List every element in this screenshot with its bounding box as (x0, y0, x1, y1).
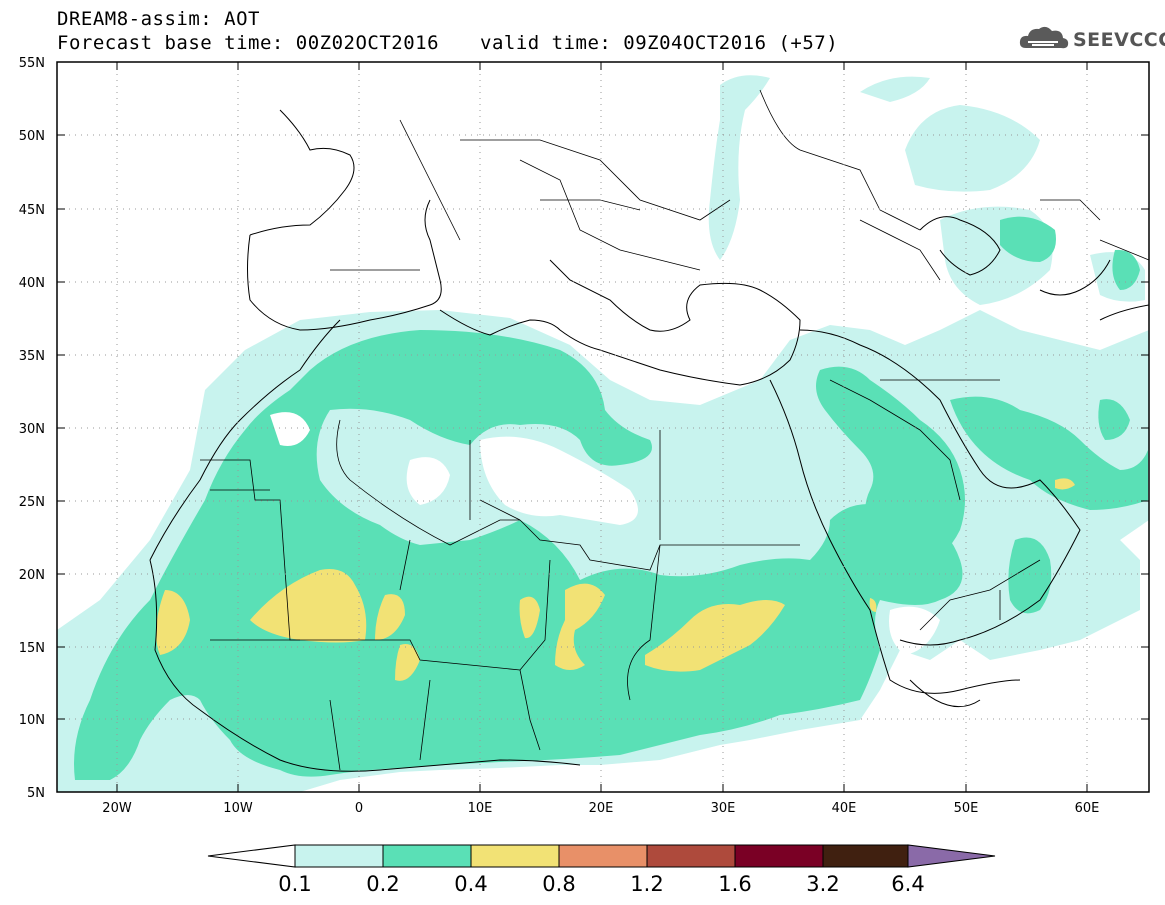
seevccc-logo: SEEVCCC (1018, 24, 1165, 56)
colorbar: 0.1 0.2 0.4 0.8 1.2 1.6 3.2 6.4 (207, 844, 996, 896)
coastlines (149, 109, 1149, 772)
lon-labels: 20W 10W 0 10E 20E 30E 40E 50E 60E (102, 801, 1099, 816)
lon-label: 20E (589, 801, 614, 816)
lon-label: 0 (355, 801, 363, 816)
country-borders (200, 89, 1149, 771)
colorbar-segment (470, 844, 560, 868)
lat-label: 15N (19, 641, 45, 656)
colorbar-segment (822, 844, 909, 868)
colorbar-labels: 0.1 0.2 0.4 0.8 1.2 1.6 3.2 6.4 (278, 872, 924, 896)
cloud-logo-icon (1019, 26, 1069, 49)
aot-fields (57, 75, 1149, 792)
forecast-base-time: Forecast base time: 00Z02OCT2016 (57, 32, 440, 54)
lat-label: 30N (19, 422, 45, 437)
lon-label: 40E (832, 801, 857, 816)
lat-labels: 55N 50N 45N 40N 35N 30N 25N 20N 15N 10N … (19, 56, 45, 801)
lon-label: 10W (223, 801, 253, 816)
map-frame (56, 61, 1150, 793)
lat-label: 20N (19, 568, 45, 583)
axis-ticks (57, 61, 1149, 793)
lat-label: 55N (19, 56, 45, 71)
colorbar-segment (646, 844, 736, 868)
colorbar-segment (558, 844, 648, 868)
aot-band-0.4 (156, 478, 1075, 681)
lat-label: 35N (19, 349, 45, 364)
colorbar-over-arrow (907, 844, 996, 868)
lon-label: 20W (102, 801, 132, 816)
colorbar-label: 3.2 (806, 872, 839, 896)
colorbar-label: 6.4 (891, 872, 924, 896)
colorbar-segment (294, 844, 384, 868)
lat-label: 25N (19, 495, 45, 510)
colorbar-segment (734, 844, 824, 868)
graticule (57, 62, 1149, 792)
valid-time: valid time: 09Z04OCT2016 (+57) (480, 32, 839, 54)
colorbar-segment (382, 844, 472, 868)
lat-label: 5N (27, 786, 45, 801)
colorbar-label: 0.4 (454, 872, 487, 896)
aot-band-below-0.1 (270, 412, 940, 655)
lon-label: 30E (711, 801, 736, 816)
lat-label: 45N (19, 203, 45, 218)
lon-label: 60E (1075, 801, 1100, 816)
lat-label: 10N (19, 713, 45, 728)
colorbar-label: 0.2 (366, 872, 399, 896)
colorbar-label: 0.8 (542, 872, 575, 896)
logo-text: SEEVCCC (1073, 29, 1165, 51)
lat-label: 40N (19, 276, 45, 291)
lat-label: 50N (19, 129, 45, 144)
map-title: DREAM8-assim: AOT (57, 8, 260, 30)
colorbar-label: 1.6 (718, 872, 751, 896)
lon-label: 50E (954, 801, 979, 816)
colorbar-label: 0.1 (278, 872, 311, 896)
lon-label: 10E (468, 801, 493, 816)
colorbar-under-arrow (207, 844, 296, 868)
colorbar-label: 1.2 (630, 872, 663, 896)
